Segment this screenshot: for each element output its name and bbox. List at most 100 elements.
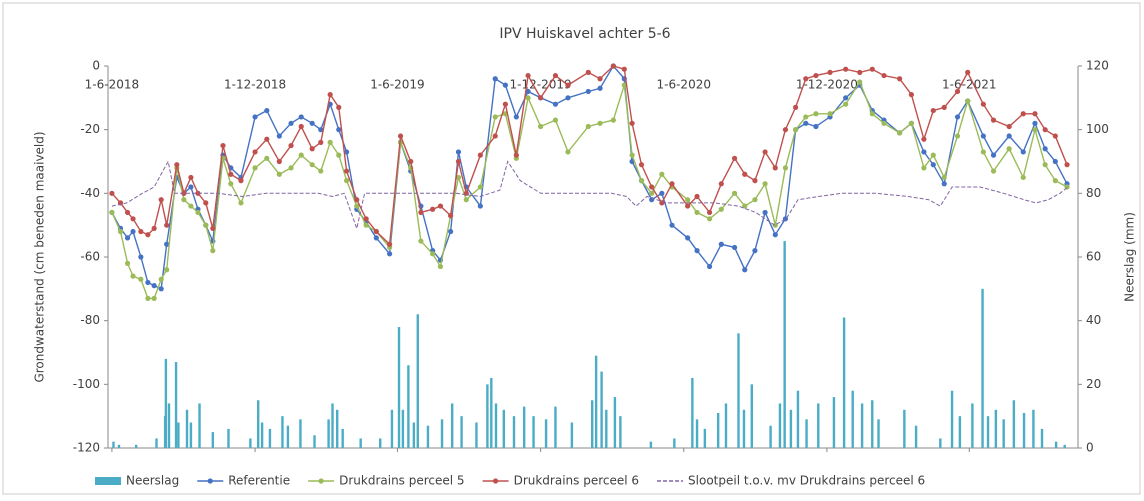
series-marker [252, 114, 258, 120]
precip-bar [877, 419, 880, 448]
series-marker [827, 69, 833, 75]
series-marker [954, 88, 961, 95]
series-marker [477, 184, 483, 190]
precip-bar [1040, 428, 1044, 448]
series-marker [803, 114, 809, 120]
series-marker [264, 155, 270, 161]
precip-bar [426, 425, 430, 448]
precip-bar [177, 422, 180, 448]
series-marker [525, 95, 531, 101]
series-marker [373, 235, 379, 241]
series-marker [397, 133, 404, 139]
series-marker [621, 82, 627, 88]
precip-bar [359, 438, 362, 448]
series-marker [448, 213, 454, 219]
series-marker [685, 203, 691, 209]
y2-tick-label: 120 [1086, 59, 1109, 73]
precip-bar [450, 403, 454, 448]
series-marker [537, 123, 544, 130]
series-marker [130, 216, 136, 222]
precip-bar [950, 390, 954, 448]
series-marker [843, 101, 849, 107]
precip-bar [903, 409, 906, 448]
precip-bar [416, 314, 419, 448]
legend-label: Slootpeil t.o.v. mv Drukdrains perceel 6 [688, 474, 925, 488]
precip-bar [939, 438, 942, 448]
precip-bar [914, 425, 918, 448]
x-tick-label: 1-12-2020 [796, 78, 858, 92]
series-marker [610, 63, 616, 69]
series-marker [772, 232, 778, 238]
series-marker [857, 69, 863, 75]
series-marker [537, 95, 544, 101]
series-marker [477, 203, 483, 209]
series-marker [1006, 146, 1012, 152]
series-marker [158, 286, 164, 292]
series-marker [1052, 178, 1058, 184]
series-marker [752, 248, 758, 254]
series-marker [124, 209, 131, 216]
series-marker [437, 203, 444, 209]
y-tick-label: -40 [80, 186, 100, 200]
precip-bar [475, 422, 478, 448]
series-marker [188, 174, 194, 181]
precip-bar [994, 409, 998, 448]
precip-bar [737, 333, 740, 448]
series-marker [1006, 123, 1012, 130]
precip-bar [750, 384, 753, 448]
precip-bar [502, 409, 506, 448]
chart-title: IPV Huiskavel achter 5-6 [499, 26, 670, 42]
precip-bar [805, 419, 808, 448]
series-marker [327, 139, 333, 145]
series-marker [629, 152, 635, 158]
precip-bar [167, 403, 171, 448]
precip-bar [268, 428, 272, 448]
series-marker [174, 162, 180, 168]
series-marker [610, 117, 616, 123]
precip-bar [594, 355, 598, 448]
y2-tick-label: 60 [1086, 250, 1101, 264]
precip-bar [281, 416, 284, 448]
x-tick-label: 1-12-2018 [224, 78, 286, 92]
series-marker [492, 133, 498, 139]
y-tick-label: 0 [92, 59, 100, 73]
precip-bar [313, 435, 316, 448]
y2-tick-label: 0 [1086, 441, 1094, 455]
precip-bar [164, 358, 168, 448]
y2-tick-label: 80 [1086, 186, 1101, 200]
series-marker [188, 184, 194, 190]
series-marker [513, 152, 519, 158]
series-marker [124, 235, 131, 241]
precip-bar [494, 403, 498, 448]
series-marker [597, 120, 603, 126]
series-marker [565, 149, 571, 155]
series-marker [731, 244, 738, 251]
x-tick-label: 1-6-2020 [657, 78, 711, 92]
precip-bar [249, 438, 252, 448]
precip-bar [544, 419, 548, 448]
series-marker [897, 76, 903, 82]
precip-bar [407, 365, 410, 448]
precip-bar [401, 409, 405, 448]
series-marker [965, 69, 971, 75]
series-marker [694, 248, 700, 254]
series-marker [881, 72, 887, 79]
series-marker [638, 162, 645, 168]
series-marker [930, 107, 936, 114]
series-marker [130, 228, 136, 235]
series-marker [298, 114, 304, 120]
series-marker [908, 92, 914, 98]
series-marker [793, 104, 799, 110]
series-marker [158, 197, 164, 203]
series-marker [552, 101, 559, 107]
precip-bar [971, 403, 974, 448]
series-marker [238, 200, 244, 206]
series-marker [151, 225, 157, 231]
series-marker [336, 127, 342, 133]
series-marker [731, 190, 738, 196]
series-marker [706, 263, 713, 270]
precip-bar [851, 390, 854, 448]
series-marker [869, 66, 875, 72]
series-marker [336, 104, 342, 110]
series-marker [164, 241, 170, 247]
